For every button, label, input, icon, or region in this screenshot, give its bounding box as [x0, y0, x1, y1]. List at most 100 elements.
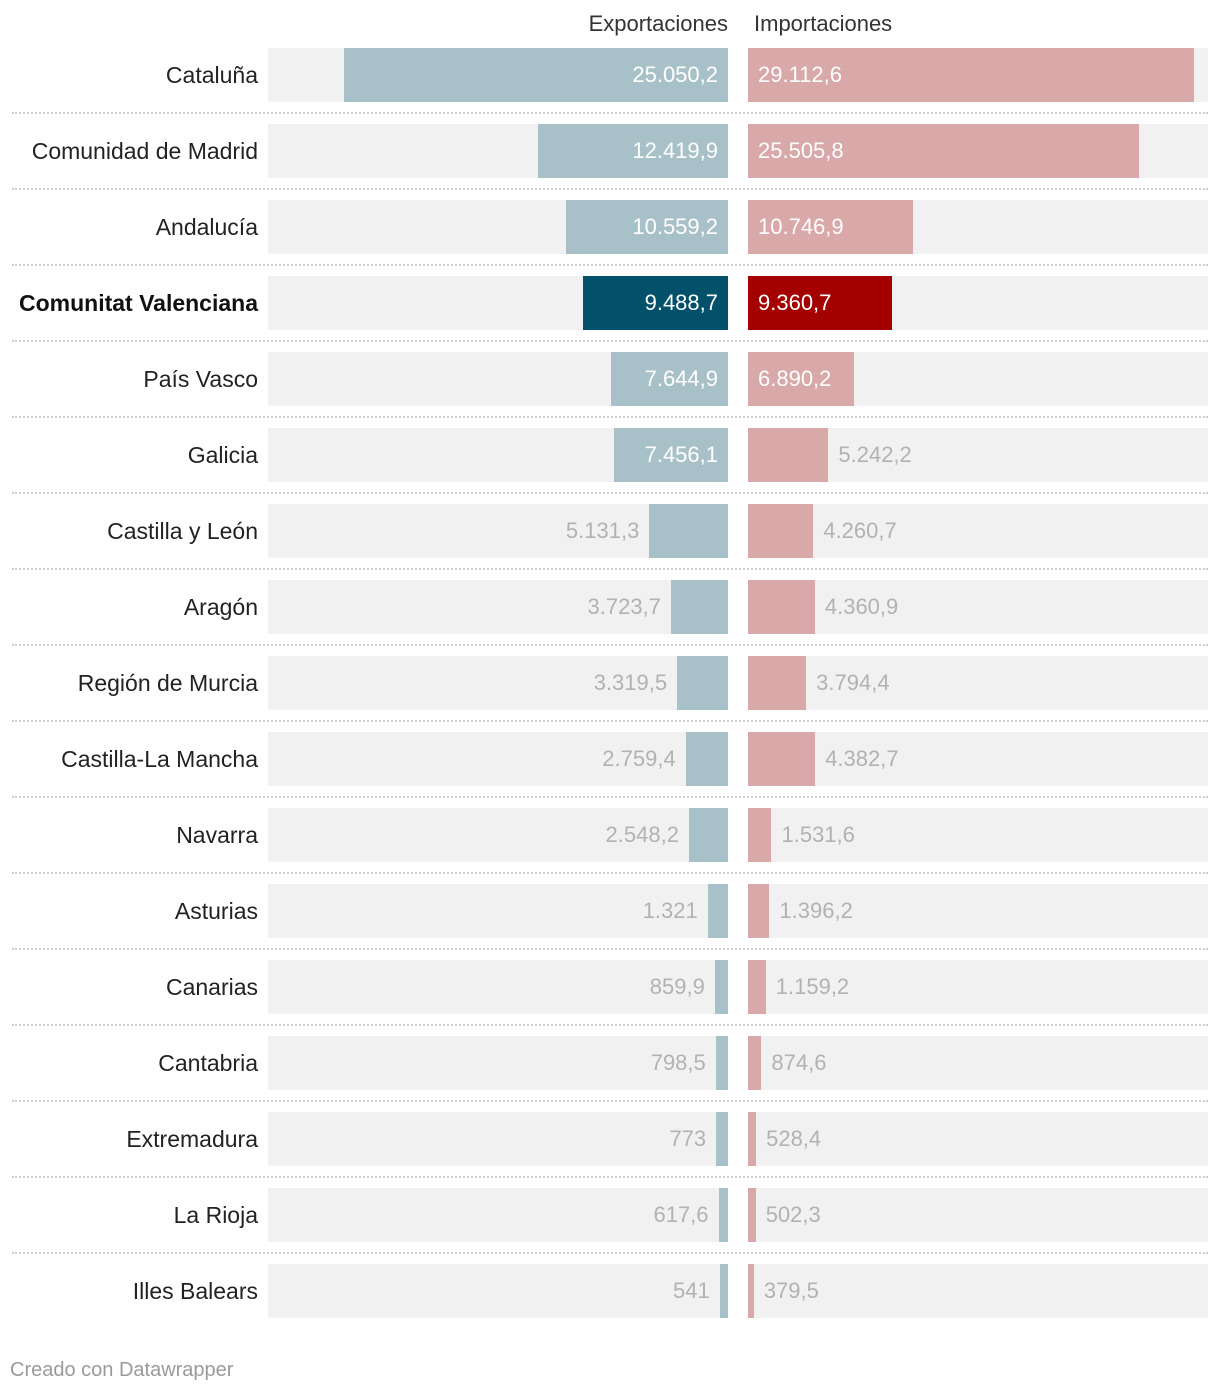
- category-label-pais-vasco: País Vasco: [143, 366, 258, 392]
- export-value-label: 2.759,4: [602, 746, 676, 771]
- import-value-label: 6.890,2: [758, 366, 832, 391]
- chart-row: Galicia 7.456,1 5.242,2: [0, 428, 1220, 504]
- import-track: 10.746,9: [748, 200, 1208, 254]
- import-bar[interactable]: [748, 732, 816, 786]
- export-value-label: 5.131,3: [565, 518, 640, 543]
- category-label-castilla-y-leon: Castilla y León: [107, 518, 258, 544]
- chart-row: Comunidad de Madrid 12.419,9 25.505,8: [0, 124, 1220, 200]
- category-label-region-de-murcia: Región de Murcia: [77, 670, 258, 696]
- export-track: 7.644,9: [268, 352, 728, 406]
- import-value-label: 1.531,6: [781, 822, 855, 847]
- row-separator: [12, 416, 1208, 418]
- import-track: 25.505,8: [748, 124, 1208, 178]
- export-bar[interactable]: [566, 200, 728, 254]
- category-label-extremadura: Extremadura: [126, 1126, 258, 1152]
- row-separator: [12, 1252, 1208, 1254]
- import-bar[interactable]: [748, 276, 892, 330]
- export-bar[interactable]: [707, 884, 728, 938]
- export-bar[interactable]: [718, 1188, 728, 1242]
- export-track: 25.050,2: [268, 48, 728, 102]
- export-bar[interactable]: [537, 124, 728, 178]
- export-bar[interactable]: [582, 276, 728, 330]
- export-value-label: 7.644,9: [644, 366, 718, 391]
- import-track: 6.890,2: [748, 352, 1208, 406]
- export-bar[interactable]: [613, 428, 728, 482]
- import-bar[interactable]: [748, 884, 770, 938]
- row-separator: [12, 872, 1208, 874]
- category-label-navarra: Navarra: [176, 822, 258, 848]
- import-bar[interactable]: [748, 1112, 757, 1166]
- export-bar[interactable]: [685, 732, 728, 786]
- import-track: 1.159,2: [748, 960, 1208, 1014]
- import-bar[interactable]: [748, 200, 913, 254]
- row-separator: [12, 492, 1208, 494]
- export-bar[interactable]: [343, 48, 728, 102]
- export-track: 5.131,3: [268, 504, 728, 558]
- export-track: 773: [268, 1112, 728, 1166]
- row-separator: [12, 264, 1208, 266]
- import-track: 379,5: [748, 1264, 1208, 1318]
- import-value-label: 29.112,6: [758, 62, 843, 87]
- export-bar[interactable]: [716, 1112, 728, 1166]
- export-value-label: 9.488,7: [644, 290, 718, 315]
- export-value-label: 541: [673, 1278, 710, 1303]
- chart-row: Comunitat Valenciana 9.488,7 9.360,7: [0, 276, 1220, 352]
- export-bar[interactable]: [610, 352, 728, 406]
- import-value-label: 4.382,7: [825, 746, 899, 771]
- datawrapper-credit[interactable]: Creado con Datawrapper: [10, 1359, 234, 1381]
- import-track: 3.794,4: [748, 656, 1208, 710]
- import-bar[interactable]: [748, 960, 766, 1014]
- import-bar[interactable]: [748, 1036, 762, 1090]
- row-separator: [12, 1024, 1208, 1026]
- import-bar[interactable]: [748, 48, 1195, 102]
- export-value-label: 2.548,2: [605, 822, 679, 847]
- category-label-canarias: Canarias: [165, 974, 258, 1000]
- import-value-label: 528,4: [766, 1126, 822, 1151]
- export-bar[interactable]: [714, 960, 728, 1014]
- import-bar[interactable]: [748, 1264, 754, 1318]
- import-bar[interactable]: [748, 124, 1140, 178]
- import-track: 874,6: [748, 1036, 1208, 1090]
- import-track: 4.260,7: [748, 504, 1208, 558]
- import-bar[interactable]: [748, 352, 854, 406]
- import-value-label: 25.505,8: [758, 138, 844, 163]
- export-bar[interactable]: [649, 504, 728, 558]
- row-separator: [12, 644, 1208, 646]
- export-bar[interactable]: [677, 656, 728, 710]
- export-value-label: 773: [669, 1126, 707, 1151]
- import-value-label: 1.396,2: [779, 898, 853, 923]
- import-value-label: 502,3: [765, 1202, 821, 1227]
- import-track: 502,3: [748, 1188, 1208, 1242]
- export-bar[interactable]: [670, 580, 728, 634]
- import-bar[interactable]: [748, 656, 807, 710]
- category-label-cantabria: Cantabria: [158, 1050, 258, 1076]
- export-bar[interactable]: [719, 1264, 728, 1318]
- import-bar[interactable]: [748, 808, 772, 862]
- row-separator: [12, 340, 1208, 342]
- export-value-label: 12.419,9: [632, 138, 718, 163]
- import-track: 1.531,6: [748, 808, 1208, 862]
- chart-row: Castilla y León 5.131,3 4.260,7: [0, 504, 1220, 580]
- category-label-asturias: Asturias: [174, 898, 258, 924]
- chart-row: Región de Murcia 3.319,5 3.794,4: [0, 656, 1220, 732]
- import-bar[interactable]: [748, 580, 815, 634]
- import-bar[interactable]: [748, 1188, 756, 1242]
- import-value-label: 874,6: [771, 1050, 827, 1075]
- import-bar[interactable]: [748, 504, 814, 558]
- export-bar[interactable]: [715, 1036, 728, 1090]
- export-track: 12.419,9: [268, 124, 728, 178]
- category-label-castilla-la-mancha: Castilla-La Mancha: [61, 746, 258, 772]
- category-label-illes-balears: Illes Balears: [132, 1278, 258, 1304]
- chart-row: La Rioja 617,6 502,3: [0, 1188, 1220, 1264]
- category-label-aragon: Aragón: [183, 594, 258, 620]
- exports-column-header: Exportaciones: [588, 11, 728, 36]
- row-separator: [12, 1176, 1208, 1178]
- chart-row: Aragón 3.723,7 4.360,9: [0, 580, 1220, 656]
- import-track: 4.360,9: [748, 580, 1208, 634]
- export-bar[interactable]: [688, 808, 728, 862]
- import-value-label: 10.746,9: [758, 214, 844, 239]
- export-track: 7.456,1: [268, 428, 728, 482]
- import-bar[interactable]: [748, 428, 829, 482]
- import-value-label: 5.242,2: [838, 442, 912, 467]
- chart-row: Andalucía 10.559,2 10.746,9: [0, 200, 1220, 276]
